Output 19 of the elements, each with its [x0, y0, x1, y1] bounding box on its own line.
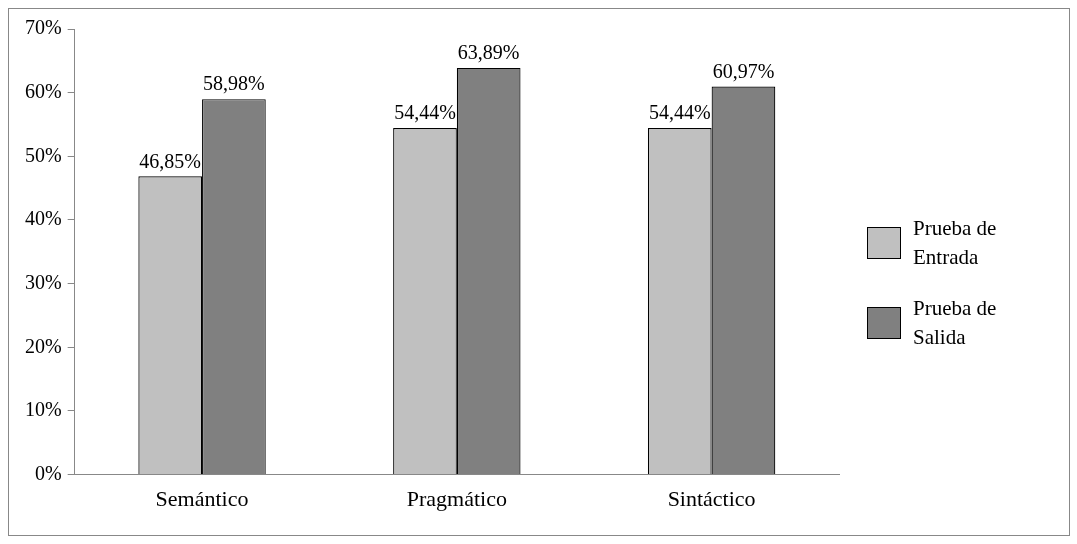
x-tick-label: Sintáctico — [667, 485, 756, 511]
x-tick-label: Semántico — [155, 485, 249, 511]
data-label: 54,44% — [394, 101, 456, 124]
y-tick-label: 40% — [24, 207, 62, 230]
data-label: 60,97% — [712, 59, 775, 82]
data-label: 46,85% — [139, 149, 202, 172]
y-tick-label: 10% — [24, 398, 62, 421]
data-label: 54,44% — [648, 101, 711, 124]
y-tick-label: 60% — [24, 79, 62, 102]
data-label: 63,89% — [457, 41, 520, 64]
y-tick-label: 20% — [24, 334, 62, 357]
legend-label: Prueba de Entrada — [913, 215, 998, 271]
y-tick-label: 50% — [24, 143, 62, 166]
legend-label: Prueba de Salida — [913, 295, 998, 351]
x-tick-label: Pragmático — [406, 485, 507, 511]
y-tick-label: 70% — [24, 16, 62, 39]
data-label: 58,98% — [203, 72, 265, 95]
y-tick-label: 30% — [24, 270, 62, 293]
y-tick-label: 0% — [34, 461, 62, 484]
